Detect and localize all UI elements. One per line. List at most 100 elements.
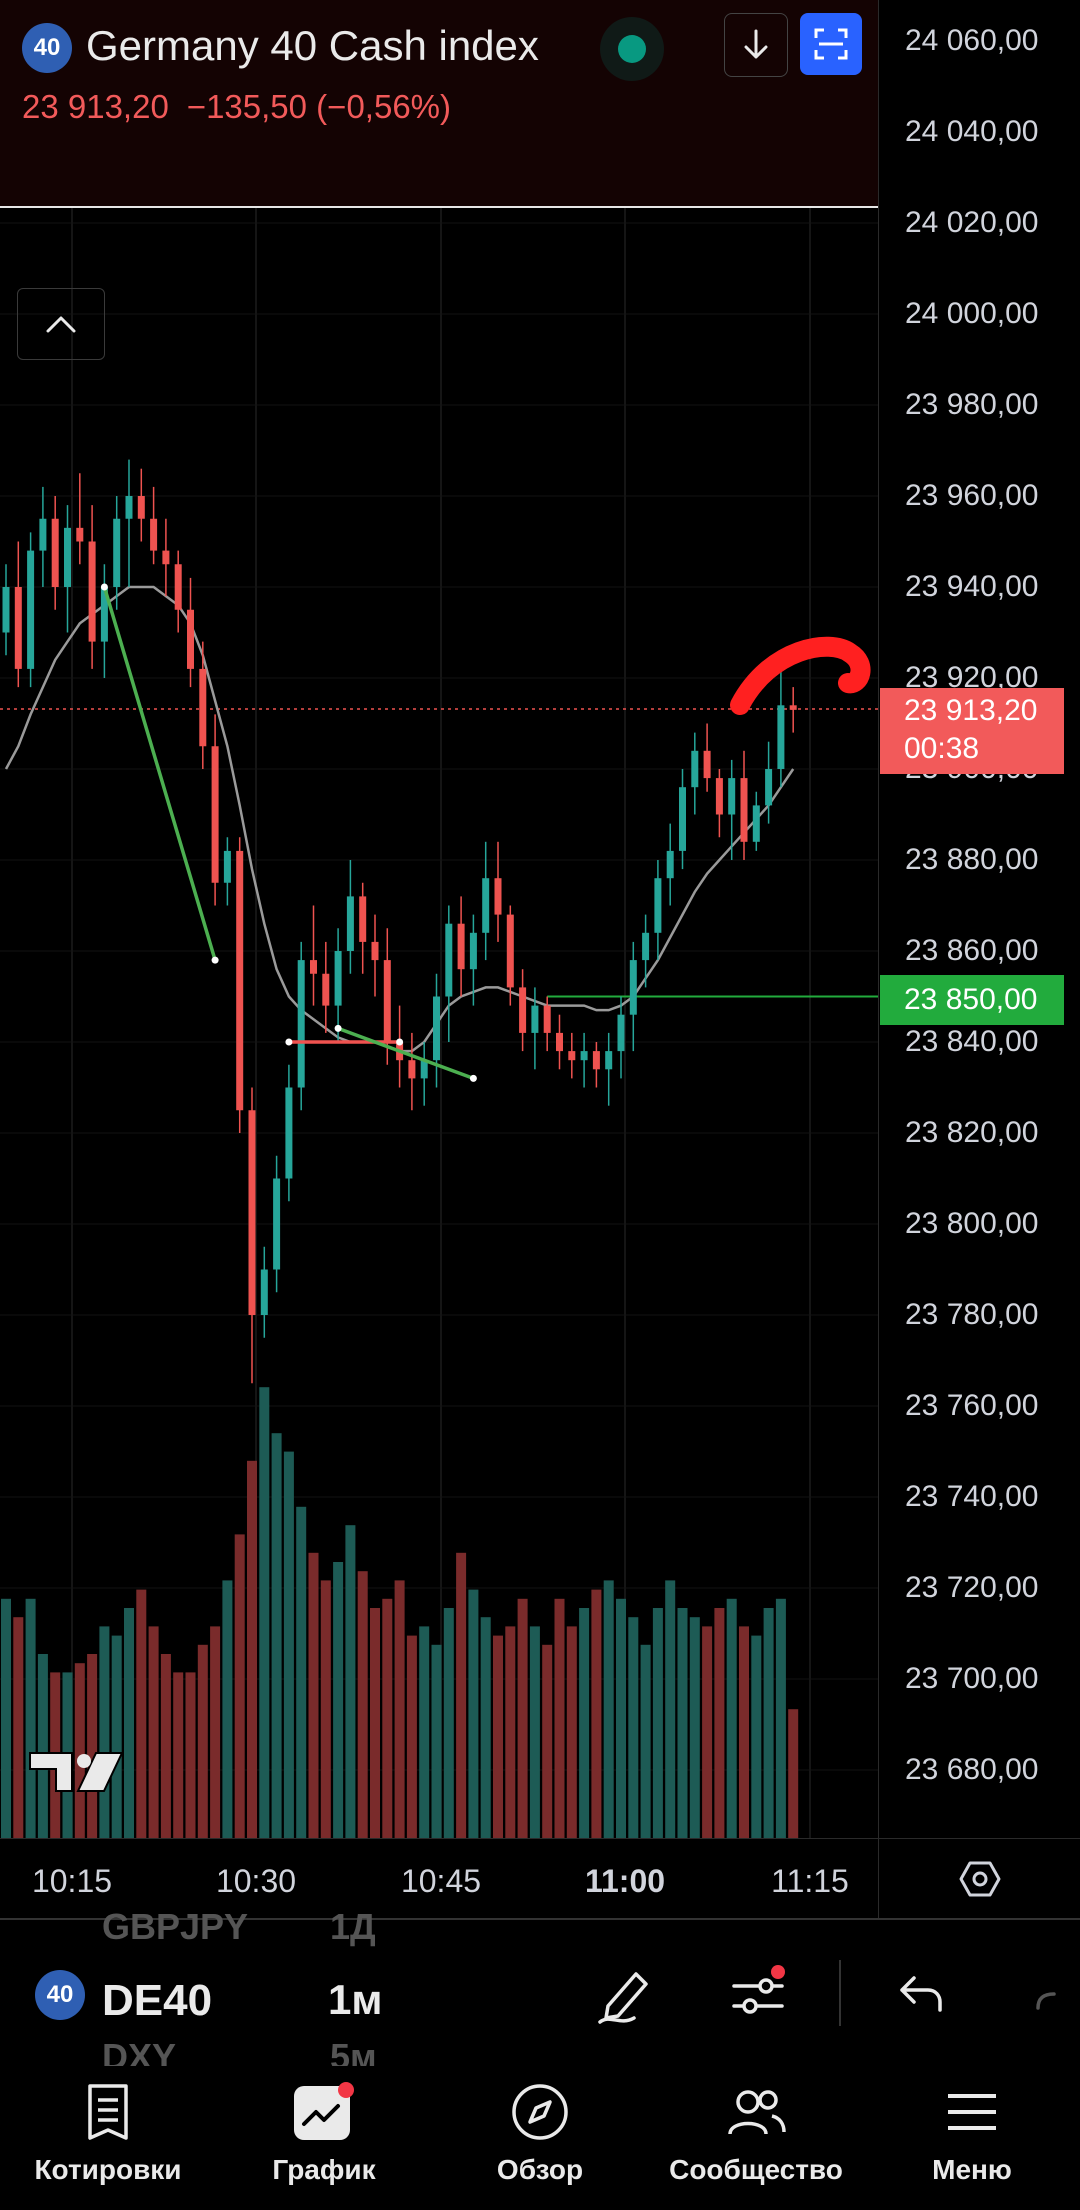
candle-body — [519, 987, 527, 1033]
nav-label-quotes: Котировки — [34, 2154, 182, 2185]
time-tick: 10:45 — [400, 1863, 482, 1899]
volume-bar — [124, 1608, 134, 1838]
ghost-prev-interval: 1Д — [330, 1906, 376, 1947]
time-tick: 10:30 — [215, 1863, 297, 1899]
volume-bar — [689, 1617, 700, 1838]
candle-body — [642, 932, 650, 961]
undo-icon — [900, 1976, 942, 2012]
volume-bar — [677, 1608, 688, 1838]
price-tick: 23 740,00 — [905, 1480, 1039, 1513]
symbol-selector[interactable]: DE40 — [102, 1976, 213, 2025]
candle-body — [371, 941, 379, 961]
volume-bar — [406, 1635, 417, 1838]
volume-bar — [370, 1608, 380, 1838]
price-tick: 23 700,00 — [905, 1662, 1039, 1695]
current-price-value: 23 913,20 — [904, 694, 1038, 727]
volume-bar — [529, 1626, 540, 1838]
indicator-sliders-icon — [732, 1965, 785, 2014]
redo-icon — [1036, 1992, 1056, 2010]
volume-bar — [333, 1562, 344, 1838]
volume-bar — [283, 1451, 294, 1838]
candle-body — [51, 518, 59, 587]
time-axis[interactable]: 10:15 10:30 10:45 11:00 11:15 — [0, 1838, 878, 1919]
volume-bar — [13, 1617, 24, 1838]
candle-body — [543, 1005, 551, 1033]
candle-body — [223, 850, 231, 883]
candle-body — [236, 850, 244, 1111]
nav-chart[interactable]: График — [216, 2066, 432, 2210]
volume-bar — [788, 1709, 799, 1838]
chevron-up-icon — [46, 316, 76, 333]
volume-bar — [480, 1617, 491, 1838]
symbol-badge: 40 — [22, 23, 72, 73]
candle-body — [150, 518, 158, 551]
candle-body — [187, 609, 194, 669]
interval-selector[interactable]: 1м — [328, 1976, 383, 2023]
candle-body — [556, 1032, 563, 1052]
candle-body — [346, 896, 354, 951]
volume-bar — [702, 1626, 713, 1838]
candle-body — [408, 1060, 416, 1079]
volume-bar — [493, 1635, 503, 1838]
volume-bar — [739, 1626, 749, 1838]
candle-body — [531, 1005, 539, 1033]
anchor-point — [334, 1024, 342, 1032]
nav-quotes[interactable]: Котировки — [0, 2066, 216, 2210]
candle-body — [334, 951, 342, 1006]
volume-bar — [296, 1506, 307, 1838]
price-axis[interactable]: 24 060,00 24 040,00 24 020,00 24 000,00 23 9… — [878, 0, 1080, 1838]
pencil-icon — [598, 1972, 648, 2024]
volume-bar — [173, 1672, 184, 1838]
nav-menu[interactable]: Меню — [864, 2066, 1080, 2210]
trend-line-flat — [337, 1026, 475, 1081]
community-icon — [728, 2090, 786, 2135]
candle-body — [654, 878, 662, 933]
market-status[interactable] — [600, 17, 664, 81]
fullscreen-button[interactable] — [800, 13, 862, 75]
volume-bar — [419, 1626, 430, 1838]
collapse-button[interactable] — [17, 288, 105, 360]
drawing-tools-button[interactable] — [594, 1962, 654, 2031]
candle-body — [113, 518, 121, 587]
symbol-title[interactable]: Germany 40 Cash index — [86, 22, 539, 69]
price-tick: 24 040,00 — [905, 115, 1039, 148]
candle-body — [691, 750, 699, 788]
price-change: −135,50 (−0,56%) — [186, 88, 452, 125]
nav-label-chart: График — [272, 2154, 376, 2185]
volume-bar — [74, 1663, 85, 1838]
volume-bar — [775, 1598, 786, 1838]
volume-bar — [148, 1626, 159, 1838]
candle-body — [260, 1269, 268, 1315]
volume-bar — [443, 1608, 454, 1838]
volume-bar — [505, 1626, 516, 1838]
price-tick: 23 800,00 — [905, 1207, 1039, 1240]
chart-settings-button[interactable] — [878, 1838, 1080, 1919]
tradingview-logo-dot — [77, 1754, 91, 1768]
chart-icon — [294, 2082, 354, 2140]
indicators-button[interactable] — [728, 1962, 792, 2031]
candle-body — [88, 541, 96, 642]
arrow-down-icon — [744, 29, 768, 59]
volume-bar — [652, 1608, 663, 1838]
price-tick: 23 760,00 — [905, 1389, 1039, 1422]
candle-body — [568, 1051, 576, 1061]
volume-bar — [345, 1525, 356, 1838]
price-chart[interactable] — [0, 208, 878, 1838]
nav-label-menu: Меню — [932, 2154, 1012, 2185]
volume-bar — [640, 1644, 651, 1838]
candle-body — [666, 850, 674, 879]
undo-button[interactable] — [894, 1970, 946, 2023]
volume-bar — [763, 1608, 774, 1838]
candle-body — [383, 960, 391, 1042]
nav-community[interactable]: Сообщество — [648, 2066, 864, 2210]
redo-button[interactable] — [1034, 1974, 1080, 2019]
candle-body — [777, 705, 785, 769]
price-tick: 23 940,00 — [905, 570, 1039, 603]
nav-overview[interactable]: Обзор — [432, 2066, 648, 2210]
volume-bar — [751, 1635, 762, 1838]
candle-body — [310, 960, 317, 974]
price-tick: 24 000,00 — [905, 297, 1039, 330]
candle-body — [27, 550, 35, 669]
download-button[interactable] — [724, 13, 788, 77]
candle-body — [506, 914, 514, 988]
